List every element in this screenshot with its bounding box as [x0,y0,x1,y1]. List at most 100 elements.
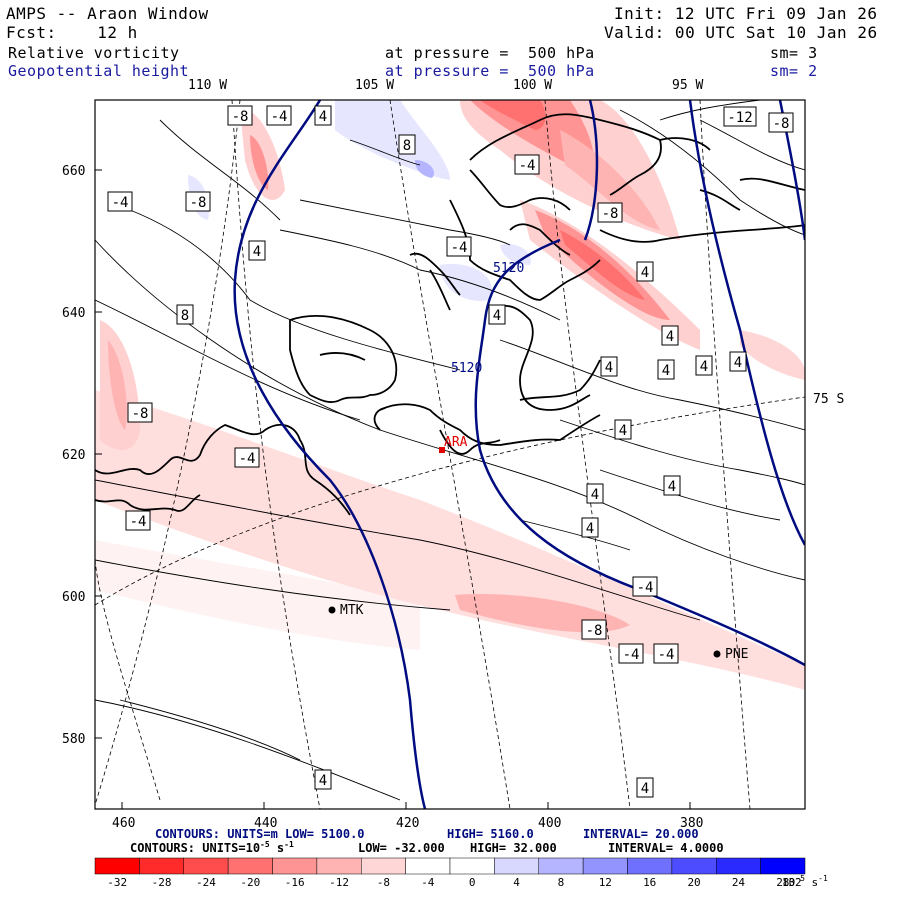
vorticity-label-text: 4 [319,773,327,789]
vorticity-label-text: -4 [239,451,256,467]
height-contour-high: HIGH= 5160.0 [447,827,534,841]
vorticity-label-text: -8 [190,195,207,211]
station-label: MTK [340,603,364,618]
vorticity-label: 4 [582,518,598,537]
colorbar-tick-label: 4 [513,876,520,889]
colorbar [95,858,805,874]
y-tick-label: 620 [62,448,85,463]
vorticity-label-text: 4 [493,308,501,324]
vorticity-label: 4 [696,356,712,375]
colorbar-swatch [273,858,317,874]
colorbar-tick-label: 20 [687,876,700,889]
vorticity-label: -8 [186,192,210,211]
vorticity-contour-interval: INTERVAL= 4.0000 [608,841,724,855]
station-label: PNE [725,647,748,662]
vorticity-label: 4 [315,106,331,125]
vorticity-contour-high: HIGH= 32.000 [470,841,557,855]
vorticity-label-text: 8 [181,308,189,324]
vorticity-label-text: -4 [623,647,640,663]
vorticity-label: -8 [582,620,606,639]
vorticity-label-text: -8 [586,623,603,639]
vorticity-label-text: 4 [605,360,613,376]
colorbar-swatch [761,858,805,874]
legend-footer: CONTOURS: UNITS=m LOW= 5100.0 HIGH= 5160… [130,827,724,855]
vorticity-label-text: -4 [271,109,288,125]
colorbar-swatch [494,858,538,874]
x-tick-label: 420 [396,816,419,831]
colorbar-tick-label: 24 [732,876,746,889]
colorbar-swatch [317,858,361,874]
vorticity-label-text: 4 [591,487,599,503]
y-tick-label: 600 [62,590,85,605]
colorbar-tick-label: -4 [421,876,435,889]
colorbar-swatch [406,858,450,874]
vorticity-label-text: 4 [734,355,742,371]
colorbar-tick-label: -20 [240,876,260,889]
vorticity-label: 4 [637,778,653,797]
vorticity-label-text: -4 [658,647,675,663]
station-marker [714,651,721,658]
colorbar-tick-label: -24 [196,876,216,889]
vorticity-label-text: 4 [586,521,594,537]
colorbar-swatch [228,858,272,874]
colorbar-tick-label: -12 [329,876,349,889]
vorticity-shading [95,100,805,690]
height-contours [235,100,805,809]
vorticity-label-text: 4 [641,781,649,797]
vorticity-label: -4 [267,106,291,125]
height-contour-info: CONTOURS: UNITS=m LOW= 5100.0 [155,827,365,841]
y-tick-label: 660 [62,164,85,179]
vorticity-label: -8 [598,203,622,222]
vorticity-label: -4 [654,644,678,663]
vorticity-label: 4 [662,326,678,345]
vorticity-label-text: 8 [403,138,411,154]
vorticity-label: -4 [633,577,657,596]
height-contour-interval: INTERVAL= 20.000 [583,827,699,841]
vorticity-label: -4 [235,448,259,467]
vorticity-label: 4 [658,360,674,379]
vorticity-label-text: -4 [519,158,536,174]
colorbar-swatch [716,858,760,874]
x-tick-label: 460 [112,816,135,831]
x-tick-label: 400 [538,816,561,831]
vorticity-label: -8 [769,113,793,132]
colorbar-tick-label: 16 [643,876,656,889]
vorticity-label: -4 [126,511,150,530]
colorbar-tick-label: 12 [599,876,612,889]
colorbar-swatch [184,858,228,874]
lon-label-95w: 95 W [672,78,703,93]
height-label: 5120 [451,361,482,376]
vorticity-contour-info: CONTOURS: UNITS=10-5 s-1 [130,840,294,855]
vorticity-label-text: 4 [700,359,708,375]
vorticity-label-text: -8 [132,406,149,422]
colorbar-swatch [583,858,627,874]
colorbar-tick-label: 8 [558,876,565,889]
colorbar-swatch [628,858,672,874]
vorticity-label: -8 [128,403,152,422]
station-marker [329,607,336,614]
vorticity-label-text: 4 [666,329,674,345]
vorticity-contour-low: LOW= -32.000 [358,841,445,855]
colorbar-swatch [539,858,583,874]
y-tick-label: 580 [62,732,85,747]
vorticity-label: -4 [447,237,471,256]
vorticity-label-text: 4 [619,423,627,439]
vorticity-label-text: 4 [319,109,327,125]
colorbar-swatch [450,858,494,874]
colorbar-tick-label: -16 [285,876,305,889]
vorticity-label-text: -4 [451,240,468,256]
colorbar-unit: 10-5 s-1 [782,874,828,889]
vorticity-label: 4 [730,352,746,371]
vorticity-label: 4 [249,241,265,260]
vorticity-label: 4 [315,770,331,789]
vorticity-label: 4 [601,357,617,376]
colorbar-swatch [672,858,716,874]
vorticity-label-text: 4 [668,479,676,495]
vorticity-label-text: -12 [727,110,752,126]
lon-label-105w: 105 W [355,78,394,93]
colorbar-tick-label: -28 [152,876,172,889]
vorticity-label-text: 4 [253,244,261,260]
weather-map: 110 W 105 W 100 W 95 W [0,0,900,900]
vorticity-label: 4 [615,420,631,439]
colorbar-tick-label: -32 [107,876,127,889]
